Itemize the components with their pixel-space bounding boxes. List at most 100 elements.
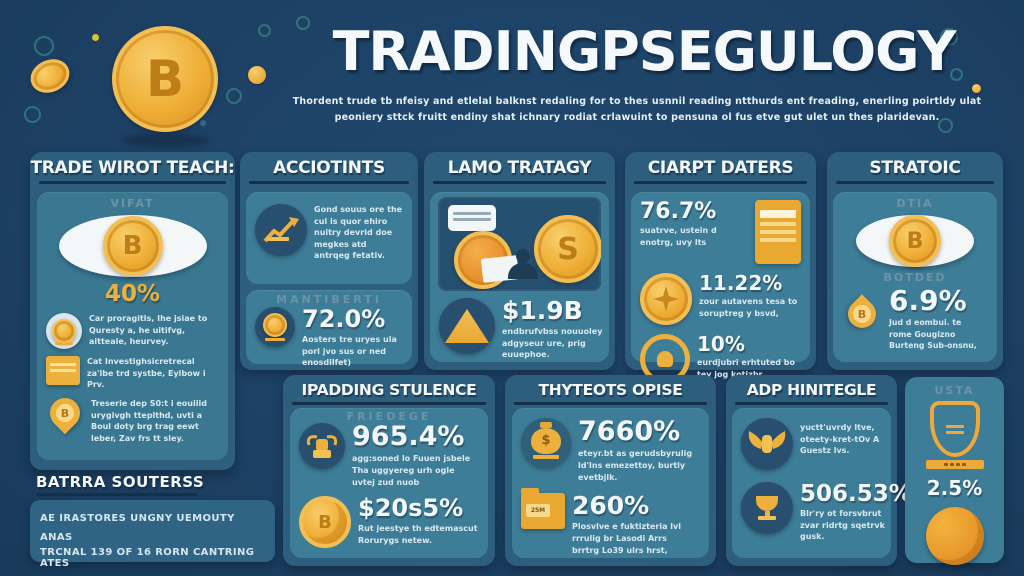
wings-svg bbox=[748, 431, 786, 453]
header-underline bbox=[836, 181, 994, 184]
decor-ring bbox=[24, 106, 41, 123]
card-acciotints: ACCIOTINTS Gond souus ore the cul is quo… bbox=[240, 152, 418, 370]
bitcoin-coin-large-icon: B bbox=[112, 26, 218, 132]
droplet-coin-letter: B bbox=[853, 305, 871, 323]
stat-value: 7660% bbox=[578, 416, 681, 447]
growth-chart-icon bbox=[255, 204, 307, 256]
stat-value: 260% bbox=[572, 491, 650, 521]
stat-value: 11.22% bbox=[699, 271, 783, 295]
trophy-icon bbox=[741, 482, 793, 534]
stat-text: suatrve, ustein d enotrg, uvy lts bbox=[640, 226, 717, 247]
subtitle-line-1: Thordent trude tb nfeisy and etlelal bal… bbox=[292, 96, 982, 107]
panel-label: USTA bbox=[934, 384, 975, 397]
trade-panel: VIFAT B 40% Car proragitls, Ihe jsiae to… bbox=[37, 192, 228, 460]
coin-letter: B bbox=[122, 231, 143, 261]
trading-illustration: S bbox=[438, 197, 601, 291]
stat-text: Aosters tre uryes ula porl jvo sus or ne… bbox=[302, 335, 397, 368]
stat-value: 10% bbox=[697, 332, 745, 356]
batrra-line-2: TRCNAL 139 OF 16 RORN CANTRING ATES bbox=[40, 547, 255, 569]
trophy-base bbox=[758, 516, 776, 520]
decor-ring bbox=[226, 88, 242, 104]
shield-badge-icon bbox=[929, 401, 980, 457]
card-thyteots-opise: THYTEOTS OPISE $ 7660% eteyr.bt as gerud… bbox=[505, 375, 716, 566]
panel-text: Gond souus ore the cul is quor ehiro nui… bbox=[314, 205, 403, 261]
stat-value: 76.7% bbox=[640, 199, 717, 224]
chart-arrow-svg bbox=[263, 217, 299, 243]
headset-person bbox=[657, 351, 673, 367]
droplet-coin-icon: B bbox=[842, 286, 882, 334]
stat-value: 40% bbox=[104, 281, 161, 307]
bull-svg bbox=[306, 435, 338, 458]
stat-value: $20s5% bbox=[358, 494, 464, 523]
coin-letter: S bbox=[557, 231, 579, 267]
bitcoin-coin-tilted-icon bbox=[25, 53, 75, 99]
coin-letter: B bbox=[145, 50, 185, 108]
bullet-text: Treserie dep S0:t i eouilid urygivgh tte… bbox=[91, 398, 207, 443]
person-head-icon bbox=[516, 249, 530, 263]
bitcoin-coin-icon: B bbox=[102, 216, 163, 276]
stat-value: 965.4% bbox=[352, 421, 465, 452]
compass-coin-icon bbox=[640, 273, 692, 325]
panel-label: FRIEDEGE bbox=[346, 410, 432, 423]
card-lamo-tratagy: LAMO TRATAGY S $1.9B endbrufvbss nouuole… bbox=[424, 152, 615, 370]
bullet-text: Cat Investighsicretrecal za'lbe trd syst… bbox=[87, 357, 206, 390]
stat-value: $1.9B bbox=[502, 296, 583, 325]
eye-icon: B bbox=[856, 215, 974, 267]
stat-text: Blr'ry ot forsvbrut zvar ridrtg sqetrvk … bbox=[800, 509, 885, 542]
pin-coin-letter: B bbox=[56, 403, 74, 422]
decor-ring bbox=[940, 28, 958, 46]
chat-bubble-icon bbox=[448, 205, 496, 231]
stat-text: Plosvlve e fuktizteria lvl rrrulig br La… bbox=[572, 522, 681, 555]
adp-panel: yuctt'uvrdy ltve, oteety-kret-tOv A Gues… bbox=[732, 408, 912, 558]
folder-tag: 25M bbox=[526, 504, 550, 518]
pyramid-icon bbox=[439, 298, 495, 354]
person-body-icon bbox=[508, 263, 538, 279]
ciarpt-panel: 76.7% suatrve, ustein d enotrg, uvy lts … bbox=[631, 192, 810, 384]
page-title: TRADINGPSEGULOGY bbox=[332, 20, 957, 83]
batrra-box: AE IRASTORES UNGNY UEMOUTY ANAS TRCNAL 1… bbox=[30, 500, 275, 569]
header-underline bbox=[433, 181, 606, 184]
lamo-panel: S $1.9B endbrufvbss nouuoley adgyseur ur… bbox=[430, 192, 609, 362]
card-title: LAMO TRATAGY bbox=[447, 158, 592, 178]
panel-label: MANTIBERTI bbox=[276, 293, 382, 306]
stat-text: endbrufvbss nouuoley adgyseur ure, prig … bbox=[502, 327, 603, 360]
stat-text: agg:soned lo Fuuen jsbele Tha uggyereg u… bbox=[352, 454, 471, 487]
card-ciarpt-daters: CIARPT DATERS 76.7% suatrve, ustein d en… bbox=[625, 152, 816, 384]
header-underline bbox=[36, 493, 198, 496]
medal-coin bbox=[263, 313, 287, 337]
trophy-stem bbox=[764, 511, 770, 516]
thyteots-panel: $ 7660% eteyr.bt as gerudsbyrulig ld'Ins… bbox=[512, 408, 709, 558]
moon-coin-icon bbox=[925, 507, 984, 565]
decor-dot bbox=[200, 120, 206, 126]
section-title: BATRRA SOUTERSS bbox=[36, 473, 205, 491]
batrra-section: BATRRA SOUTERSS bbox=[36, 473, 204, 496]
medal-base bbox=[265, 338, 285, 341]
decor-ring bbox=[950, 68, 963, 81]
gold-coin-small-icon bbox=[248, 66, 266, 84]
stat-value: 506.53% bbox=[800, 481, 912, 507]
header-underline bbox=[292, 402, 486, 405]
card-trade-wirot: TRADE WIROT TEACH: VIFAT B 40% Car prora… bbox=[30, 152, 235, 470]
stat-value: 2.5% bbox=[926, 476, 983, 500]
credit-card-icon bbox=[46, 356, 80, 386]
header-underline bbox=[735, 402, 888, 405]
card-title: CIARPT DATERS bbox=[647, 158, 794, 178]
card-adp-hinitegle: ADP HINITEGLE yuctt'uvrdy ltve, oteety-k… bbox=[726, 375, 912, 566]
coin-letter: B bbox=[906, 228, 924, 254]
bag-base bbox=[533, 454, 559, 459]
decor-ring bbox=[34, 36, 54, 56]
eye-icon: B bbox=[58, 215, 207, 277]
trophy-cup bbox=[756, 496, 778, 511]
acciotints-panel-top: Gond souus ore the cul is quor ehiro nui… bbox=[246, 192, 412, 284]
acciotints-panel-bottom: MANTIBERTI 72.0% Aosters tre uryes ula p… bbox=[246, 290, 412, 367]
location-pin-icon: B bbox=[43, 391, 87, 438]
card-title: IPADDING STULENCE bbox=[301, 381, 477, 399]
coin-in-globe-icon bbox=[52, 319, 76, 344]
stat-text: eteyr.bt as gerudsbyrulig ld'Ins emezett… bbox=[578, 449, 693, 482]
card-usta: USTA 2.5% bbox=[905, 377, 1004, 565]
coin-icon: B bbox=[299, 496, 351, 549]
card-title: ACCIOTINTS bbox=[273, 158, 385, 178]
header-underline bbox=[39, 181, 226, 184]
batrra-line-1: AE IRASTORES UNGNY UEMOUTY ANAS bbox=[40, 513, 235, 543]
